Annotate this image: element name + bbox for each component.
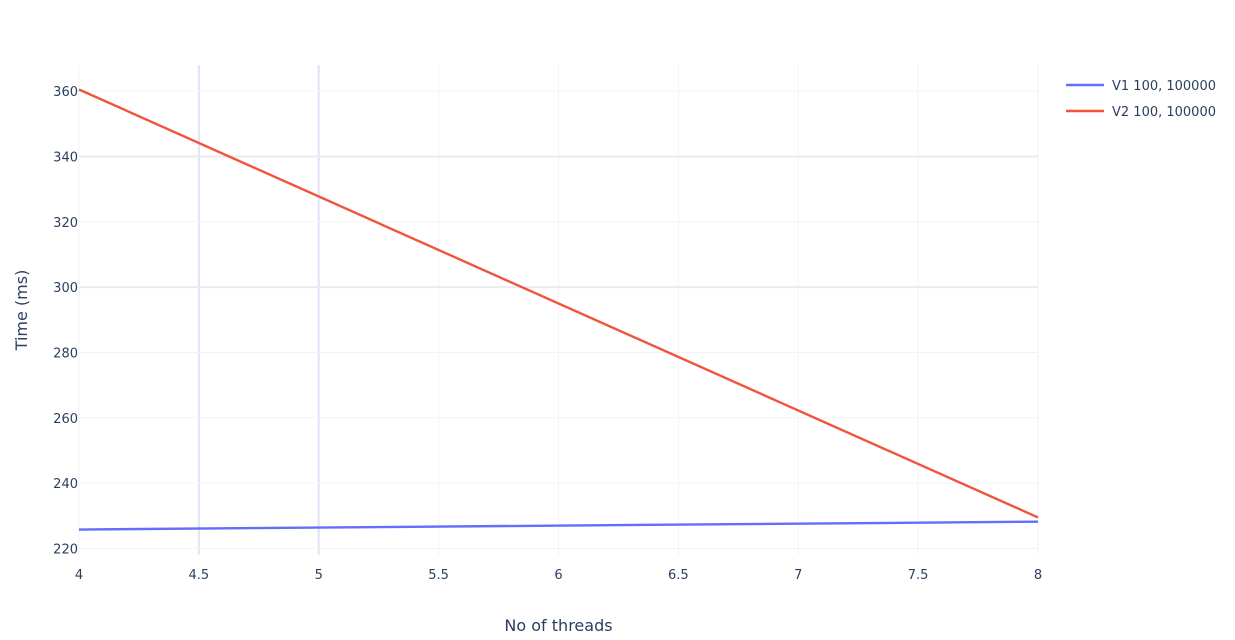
legend-item-1[interactable]: V1 100, 100000	[1066, 79, 1216, 94]
x-tick-label: 5	[315, 568, 323, 583]
legend-label: V1 100, 100000	[1112, 79, 1216, 94]
y-axis-title: Time (ms)	[12, 270, 31, 352]
y-tick-label: 220	[53, 542, 78, 557]
x-tick-label: 5.5	[428, 568, 449, 583]
y-tick-label: 340	[53, 150, 78, 165]
y-tick-label: 300	[53, 281, 78, 296]
series-line-1	[78, 520, 1039, 531]
x-tick-label: 6	[554, 568, 562, 583]
x-axis-ticks: 4 4.5 5 5.5 6 6.5 7 7.5 8	[75, 568, 1042, 583]
y-tick-label: 280	[53, 346, 78, 361]
legend-item-2[interactable]: V2 100, 100000	[1066, 105, 1216, 120]
x-tick-label: 7	[794, 568, 802, 583]
x-tick-label: 8	[1034, 568, 1042, 583]
x-tick-label: 7.5	[908, 568, 929, 583]
y-tick-label: 260	[53, 412, 78, 427]
x-tick-label: 6.5	[668, 568, 689, 583]
y-tick-label: 360	[53, 85, 78, 100]
y-tick-label: 240	[53, 477, 78, 492]
series-line-2	[78, 88, 1039, 519]
y-axis-ticks: 220 240 260 280 300 320 340 360	[53, 85, 78, 557]
x-axis-title: No of threads	[504, 616, 612, 635]
legend[interactable]: V1 100, 100000 V2 100, 100000	[1066, 79, 1216, 120]
legend-label: V2 100, 100000	[1112, 105, 1216, 120]
grid-layer	[78, 65, 1039, 555]
y-tick-label: 320	[53, 216, 78, 231]
x-tick-label: 4	[75, 568, 83, 583]
series-layer	[78, 88, 1039, 531]
x-tick-label: 4.5	[189, 568, 210, 583]
